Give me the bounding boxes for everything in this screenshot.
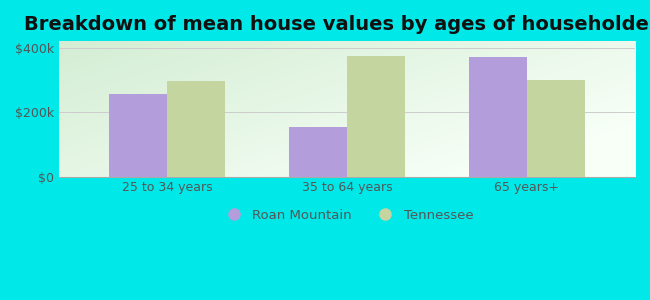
Bar bbox=[527, 80, 584, 177]
Bar bbox=[109, 94, 167, 177]
Legend: Roan Mountain, Tennessee: Roan Mountain, Tennessee bbox=[216, 203, 478, 227]
Bar bbox=[167, 81, 225, 177]
Title: Breakdown of mean house values by ages of householders: Breakdown of mean house values by ages o… bbox=[24, 15, 650, 34]
Bar bbox=[347, 56, 404, 177]
Bar bbox=[469, 57, 527, 177]
Bar bbox=[289, 127, 347, 177]
